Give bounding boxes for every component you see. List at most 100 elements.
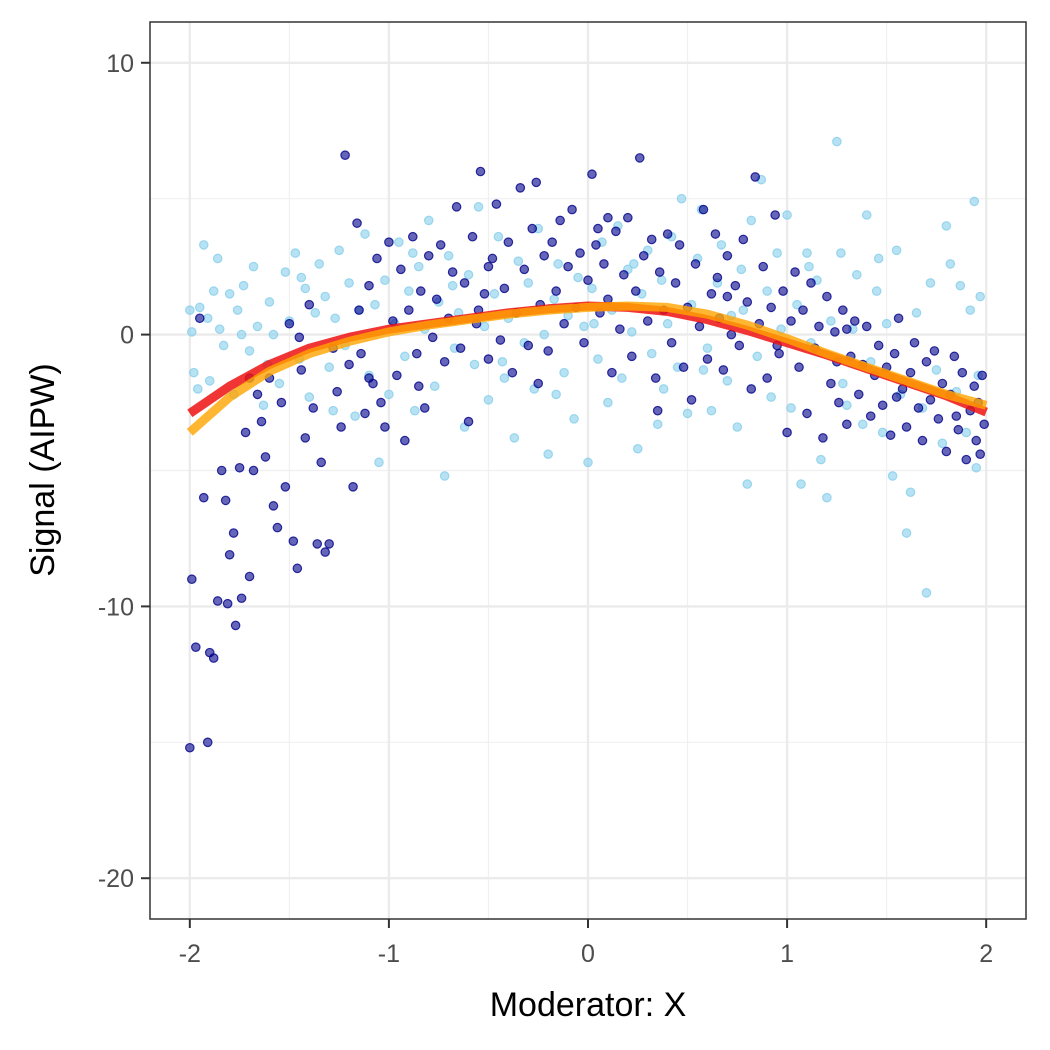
- data-point: [491, 199, 502, 209]
- data-point: [599, 259, 609, 269]
- data-point: [686, 395, 697, 405]
- data-point: [244, 571, 255, 582]
- data-point: [941, 221, 952, 231]
- data-point: [575, 248, 585, 258]
- data-point: [646, 348, 657, 359]
- data-point: [252, 389, 263, 400]
- data-point: [706, 405, 717, 416]
- data-point: [324, 362, 334, 373]
- data-point: [766, 302, 776, 313]
- data-point: [579, 337, 589, 348]
- data-point: [224, 549, 235, 560]
- data-point: [891, 392, 902, 402]
- data-point: [214, 324, 225, 334]
- data-point: [861, 321, 872, 332]
- data-point: [413, 261, 424, 272]
- data-point: [762, 286, 772, 296]
- data-point: [415, 286, 426, 296]
- data-point: [734, 340, 745, 351]
- data-point: [786, 316, 796, 326]
- data-point: [350, 411, 360, 421]
- data-point: [617, 373, 627, 383]
- data-point: [344, 278, 354, 288]
- data-point: [573, 272, 583, 283]
- data-point: [364, 373, 374, 383]
- data-point: [806, 278, 816, 288]
- data-point: [945, 259, 956, 269]
- data-point: [431, 294, 442, 305]
- data-point: [838, 305, 848, 315]
- data-point: [646, 234, 657, 245]
- data-point: [234, 462, 245, 473]
- data-point: [623, 212, 633, 223]
- data-point: [539, 250, 549, 261]
- data-point: [889, 348, 900, 359]
- data-point: [762, 373, 772, 383]
- data-point: [513, 256, 524, 266]
- data-point: [706, 289, 717, 299]
- data-point: [961, 454, 972, 465]
- data-point: [674, 240, 685, 250]
- data-point: [290, 248, 301, 258]
- data-point: [192, 384, 203, 394]
- data-point: [499, 283, 510, 294]
- data-point: [489, 289, 500, 299]
- data-point: [185, 305, 195, 315]
- data-point: [559, 367, 569, 378]
- data-point: [238, 280, 249, 291]
- data-point: [202, 313, 213, 324]
- data-point: [280, 267, 291, 277]
- data-point: [738, 234, 749, 245]
- data-point: [236, 329, 247, 340]
- data-point: [232, 305, 243, 315]
- data-point: [527, 223, 538, 234]
- data-point: [626, 351, 637, 362]
- data-point: [523, 340, 534, 351]
- data-point: [248, 465, 259, 476]
- data-point: [483, 395, 494, 405]
- data-point: [630, 286, 641, 296]
- data-point: [336, 422, 346, 432]
- data-point: [328, 405, 338, 416]
- x-tick-label: 1: [780, 940, 794, 968]
- data-point: [782, 427, 792, 438]
- x-axis-title: Moderator: X: [490, 986, 687, 1024]
- data-point: [971, 462, 982, 473]
- data-point: [407, 231, 418, 242]
- data-point: [563, 261, 573, 272]
- data-point: [911, 308, 922, 318]
- data-point: [451, 202, 462, 212]
- data-point: [698, 204, 709, 215]
- data-point: [473, 202, 484, 212]
- data-point: [531, 177, 542, 188]
- data-point: [802, 408, 812, 419]
- data-point: [294, 332, 305, 343]
- data-point: [929, 346, 940, 356]
- data-point: [340, 150, 350, 160]
- data-point: [296, 365, 307, 375]
- data-point: [469, 359, 480, 370]
- data-point: [443, 250, 454, 261]
- data-point: [925, 278, 936, 288]
- data-point: [288, 536, 299, 546]
- data-point: [937, 438, 948, 449]
- data-point: [619, 269, 629, 280]
- data-point: [212, 596, 223, 606]
- data-point: [194, 302, 205, 313]
- data-point: [483, 354, 494, 364]
- data-point: [818, 433, 828, 443]
- data-point: [628, 259, 639, 269]
- data-point: [750, 172, 761, 182]
- data-point: [814, 321, 824, 332]
- data-point: [712, 272, 723, 283]
- data-point: [969, 381, 980, 392]
- data-point: [463, 416, 474, 427]
- data-point: [447, 267, 458, 277]
- data-point: [921, 588, 932, 598]
- data-point: [409, 405, 420, 416]
- data-point: [949, 351, 960, 362]
- data-point: [499, 373, 510, 383]
- data-point: [772, 248, 782, 258]
- data-point: [244, 346, 255, 356]
- data-point: [555, 215, 565, 226]
